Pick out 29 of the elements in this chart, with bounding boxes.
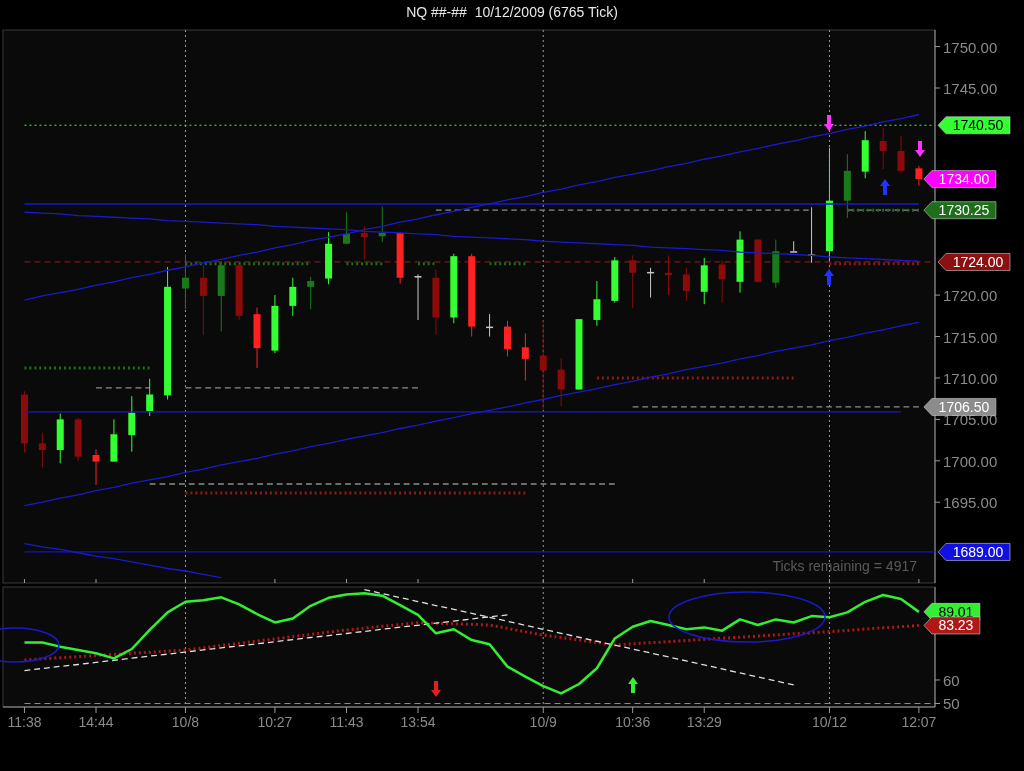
x-tick-label: 10/12 [811, 714, 848, 730]
y-tick-label: 1715.00 [943, 328, 998, 346]
x-tick-label: 14:44 [78, 714, 114, 730]
x-tick-label: 10/9 [529, 714, 558, 730]
x-tick-label: 10:27 [257, 714, 293, 730]
y-tick-label: 1720.00 [943, 287, 998, 305]
x-tick-label: 10/8 [171, 714, 200, 730]
y-tick-label: 1700.00 [943, 452, 998, 470]
y-tick-label: 1695.00 [943, 494, 998, 512]
ref-line-label: 1689.00 [952, 543, 1004, 560]
y-tick-label: 1745.00 [943, 79, 998, 97]
y-tick-label: 50 [943, 695, 960, 713]
ref-line-label: 1724.00 [952, 253, 1004, 270]
chart-title: NQ ##-## 10/12/2009 (6765 Tick) [406, 4, 618, 20]
x-tick-label: 11:38 [7, 714, 42, 730]
data-label: 1730.25 [938, 202, 990, 219]
y-tick-label: 60 [943, 671, 960, 689]
x-tick-label: 12:07 [901, 714, 937, 730]
y-tick-label: 1710.00 [943, 369, 998, 387]
x-tick-label: 10:36 [615, 714, 651, 730]
x-tick-label: 13:29 [686, 714, 722, 730]
y-tick-label: 1750.00 [943, 38, 998, 56]
annotation: Ticks remaining = 4917 [772, 558, 918, 574]
data-label: 89.01 [938, 603, 974, 620]
ref-line-label: 1740.50 [952, 117, 1004, 134]
x-tick-label: 11:43 [329, 714, 364, 730]
text: 1734.00 [938, 171, 990, 188]
data-label: 83.23 [938, 617, 974, 634]
x-tick-label: 13:54 [400, 714, 436, 730]
